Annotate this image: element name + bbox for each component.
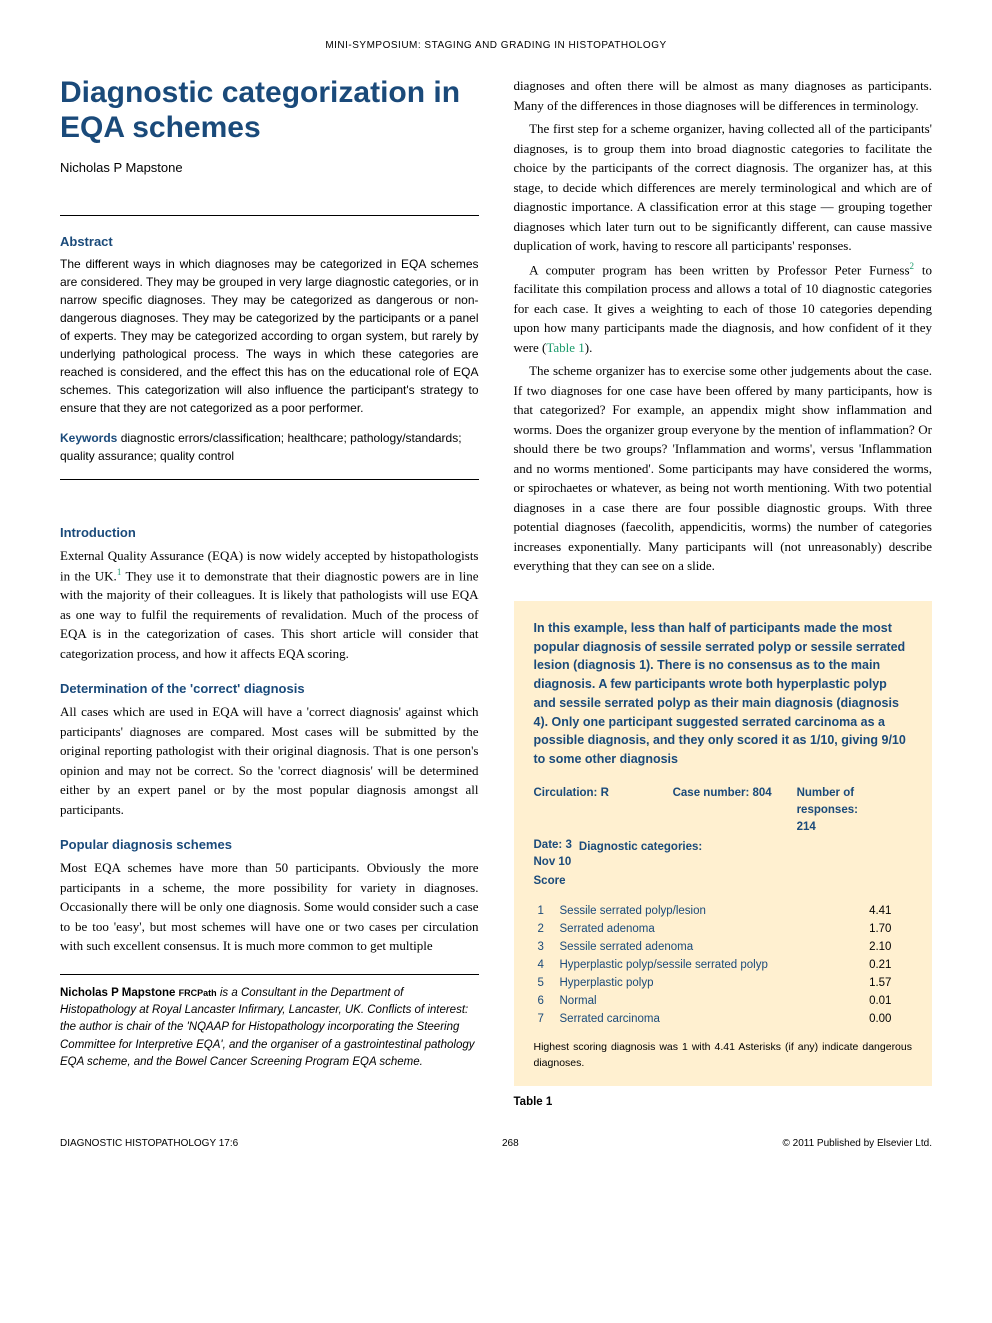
article-title: Diagnostic categorization in EQA schemes: [60, 76, 479, 145]
author-bio: Nicholas P Mapstone FRCPath is a Consult…: [60, 985, 479, 1071]
abstract-body: The different ways in which diagnoses ma…: [60, 255, 479, 417]
row-score: 1.57: [849, 974, 912, 992]
table-row: 6Normal0.01: [534, 992, 913, 1010]
body-para: The scheme organizer has to exercise som…: [514, 361, 933, 576]
meta-label: Circulation:: [534, 787, 598, 799]
table-row: 5Hyperplastic polyp1.57: [534, 974, 913, 992]
meta-label: Case number:: [673, 787, 750, 799]
body-para: The first step for a scheme organizer, h…: [514, 119, 933, 256]
table-row: 4Hyperplastic polyp/sessile serrated pol…: [534, 956, 913, 974]
table-row: 7Serrated carcinoma0.00: [534, 1010, 913, 1028]
keywords: Keywords diagnostic errors/classificatio…: [60, 429, 479, 465]
left-column: Diagnostic categorization in EQA schemes…: [60, 76, 479, 1108]
table-meta: Circulation: R Case number: 804 Number o…: [534, 785, 913, 891]
row-score: 0.00: [849, 1010, 912, 1028]
body-para: diagnoses and often there will be almost…: [514, 76, 933, 115]
row-diagnosis: Normal: [556, 992, 850, 1010]
row-diagnosis: Serrated adenoma: [556, 920, 850, 938]
divider: [60, 215, 479, 216]
meta-value: R: [601, 787, 609, 799]
meta-label: Score: [534, 875, 566, 887]
text: They use it to demonstrate that their di…: [60, 568, 479, 661]
table-footnote: Highest scoring diagnosis was 1 with 4.4…: [534, 1040, 913, 1072]
footer-page-number: 268: [502, 1138, 519, 1149]
body-para: A computer program has been written by P…: [514, 260, 933, 358]
keywords-body: diagnostic errors/classification; health…: [60, 431, 462, 463]
meta-label: Date:: [534, 839, 563, 851]
text: A computer program has been written by P…: [529, 262, 909, 277]
row-score: 0.21: [849, 956, 912, 974]
meta-label: Number of responses:: [797, 787, 858, 816]
abstract-heading: Abstract: [60, 234, 479, 249]
body-para: All cases which are used in EQA will hav…: [60, 702, 479, 819]
meta-value: 214: [797, 821, 816, 833]
author-name: Nicholas P Mapstone: [60, 160, 479, 175]
row-score: 1.70: [849, 920, 912, 938]
table-label: Table 1: [514, 1096, 933, 1108]
row-score: 2.10: [849, 938, 912, 956]
table-link[interactable]: Table 1: [546, 340, 584, 355]
running-head: MINI-SYMPOSIUM: STAGING AND GRADING IN H…: [60, 40, 932, 51]
row-score: 0.01: [849, 992, 912, 1010]
section-heading: Popular diagnosis schemes: [60, 837, 479, 852]
bio-credential: FRCPath: [179, 988, 217, 998]
row-diagnosis: Hyperplastic polyp: [556, 974, 850, 992]
row-score: 4.41: [849, 902, 912, 920]
divider: [60, 479, 479, 480]
right-column: diagnoses and often there will be almost…: [514, 76, 933, 1108]
body-para: Most EQA schemes have more than 50 parti…: [60, 858, 479, 956]
footer-journal: DIAGNOSTIC HISTOPATHOLOGY 17:6: [60, 1138, 238, 1149]
row-diagnosis: Serrated carcinoma: [556, 1010, 850, 1028]
row-diagnosis: Hyperplastic polyp/sessile serrated poly…: [556, 956, 850, 974]
meta-label: Diagnostic categories:: [579, 841, 702, 853]
row-number: 6: [534, 992, 556, 1010]
row-number: 1: [534, 902, 556, 920]
page-footer: DIAGNOSTIC HISTOPATHOLOGY 17:6 268 © 201…: [60, 1138, 932, 1149]
diagnostic-categories-table: 1Sessile serrated polyp/lesion4.412Serra…: [534, 902, 913, 1028]
table-row: 1Sessile serrated polyp/lesion4.41: [534, 902, 913, 920]
divider: [60, 974, 479, 975]
row-diagnosis: Sessile serrated polyp/lesion: [556, 902, 850, 920]
row-number: 7: [534, 1010, 556, 1028]
text: ).: [585, 340, 593, 355]
bio-name: Nicholas P Mapstone: [60, 987, 175, 999]
introduction-para: External Quality Assurance (EQA) is now …: [60, 546, 479, 663]
row-number: 3: [534, 938, 556, 956]
table-caption: In this example, less than half of parti…: [534, 619, 913, 769]
row-number: 5: [534, 974, 556, 992]
row-number: 4: [534, 956, 556, 974]
two-column-layout: Diagnostic categorization in EQA schemes…: [60, 76, 932, 1108]
meta-value: 804: [753, 787, 772, 799]
table-1-box: In this example, less than half of parti…: [514, 601, 933, 1086]
table-row: 3Sessile serrated adenoma2.10: [534, 938, 913, 956]
row-diagnosis: Sessile serrated adenoma: [556, 938, 850, 956]
row-number: 2: [534, 920, 556, 938]
introduction-heading: Introduction: [60, 525, 479, 540]
footer-copyright: © 2011 Published by Elsevier Ltd.: [782, 1138, 932, 1149]
keywords-label: Keywords: [60, 431, 117, 445]
section-heading: Determination of the 'correct' diagnosis: [60, 681, 479, 696]
table-row: 2Serrated adenoma1.70: [534, 920, 913, 938]
